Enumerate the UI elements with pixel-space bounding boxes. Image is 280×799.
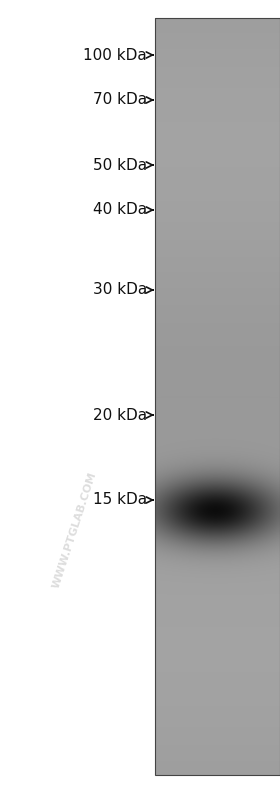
Text: 40 kDa: 40 kDa <box>93 202 147 217</box>
Text: 50 kDa: 50 kDa <box>93 157 147 173</box>
Text: 30 kDa: 30 kDa <box>93 283 147 297</box>
Text: 20 kDa: 20 kDa <box>93 407 147 423</box>
Text: 15 kDa: 15 kDa <box>93 492 147 507</box>
Bar <box>155 18 280 775</box>
Text: 100 kDa: 100 kDa <box>83 47 147 62</box>
Text: 70 kDa: 70 kDa <box>93 93 147 108</box>
Text: WWW.PTGLAB.COM: WWW.PTGLAB.COM <box>52 471 99 590</box>
